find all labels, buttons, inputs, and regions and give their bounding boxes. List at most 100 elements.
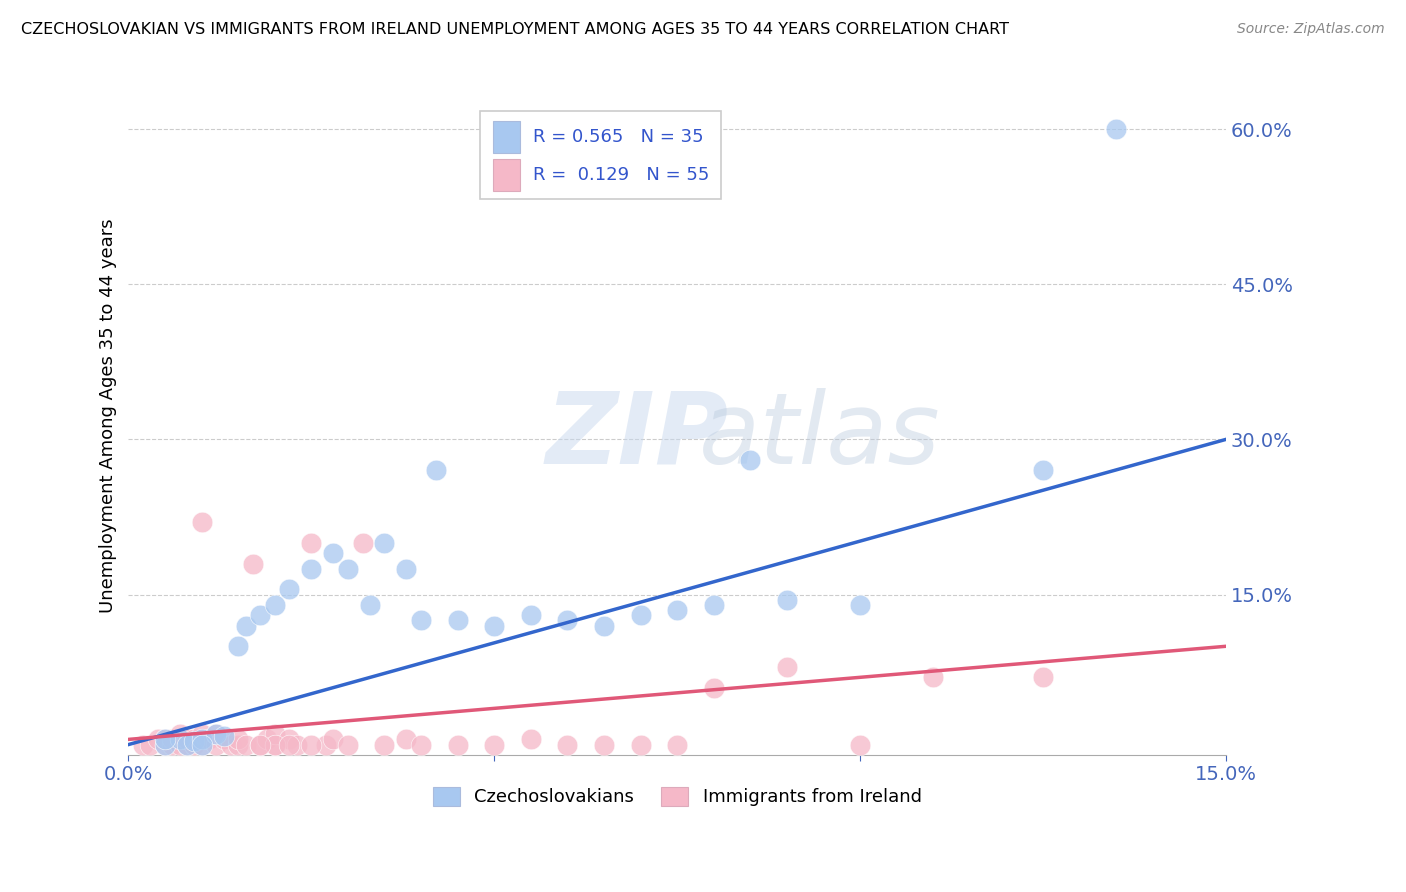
Point	[169, 727, 191, 741]
Point	[256, 732, 278, 747]
Point	[249, 738, 271, 752]
Point	[1105, 122, 1128, 136]
Point	[205, 738, 228, 752]
Point	[169, 738, 191, 752]
Point	[776, 660, 799, 674]
Point	[666, 738, 689, 752]
Point	[630, 738, 652, 752]
Point	[263, 738, 285, 752]
Point	[278, 738, 301, 752]
Point	[190, 515, 212, 529]
Point	[205, 727, 228, 741]
Point	[153, 732, 176, 747]
Point	[153, 738, 176, 752]
Point	[395, 732, 418, 747]
Point	[183, 732, 205, 747]
Legend: Czechoslovakians, Immigrants from Ireland: Czechoslovakians, Immigrants from Irelan…	[426, 780, 929, 814]
Point	[776, 592, 799, 607]
Point	[190, 738, 212, 752]
Point	[520, 732, 543, 747]
Point	[176, 732, 198, 747]
Point	[226, 640, 249, 654]
Point	[249, 608, 271, 623]
Point	[849, 598, 872, 612]
Point	[169, 732, 191, 747]
Point	[299, 536, 322, 550]
Point	[235, 618, 257, 632]
Point	[666, 603, 689, 617]
Point	[409, 738, 432, 752]
Point	[446, 614, 468, 628]
Point	[557, 614, 579, 628]
Point	[263, 598, 285, 612]
Point	[593, 738, 616, 752]
Text: Source: ZipAtlas.com: Source: ZipAtlas.com	[1237, 22, 1385, 37]
Point	[153, 732, 176, 747]
Point	[1032, 670, 1054, 684]
Point	[425, 463, 447, 477]
Point	[190, 732, 212, 747]
Point	[285, 738, 308, 752]
Text: atlas: atlas	[699, 388, 941, 485]
Point	[703, 681, 725, 695]
Point	[219, 738, 242, 752]
Point	[139, 738, 162, 752]
Point	[352, 536, 374, 550]
Point	[322, 732, 344, 747]
Point	[373, 738, 395, 752]
Point	[322, 546, 344, 560]
Point	[395, 562, 418, 576]
Point	[132, 738, 155, 752]
Bar	[492, 159, 520, 191]
Point	[235, 738, 257, 752]
Y-axis label: Unemployment Among Ages 35 to 44 years: Unemployment Among Ages 35 to 44 years	[100, 219, 117, 614]
Point	[409, 614, 432, 628]
Point	[336, 738, 359, 752]
Point	[242, 557, 264, 571]
Text: ZIP: ZIP	[546, 388, 728, 485]
Point	[176, 738, 198, 752]
Point	[278, 732, 301, 747]
Text: CZECHOSLOVAKIAN VS IMMIGRANTS FROM IRELAND UNEMPLOYMENT AMONG AGES 35 TO 44 YEAR: CZECHOSLOVAKIAN VS IMMIGRANTS FROM IRELA…	[21, 22, 1010, 37]
Point	[446, 738, 468, 752]
Point	[557, 738, 579, 752]
Point	[484, 738, 506, 752]
Point	[630, 608, 652, 623]
Point	[190, 727, 212, 741]
Point	[849, 738, 872, 752]
FancyBboxPatch shape	[479, 112, 721, 200]
Point	[278, 582, 301, 597]
Point	[373, 536, 395, 550]
Point	[183, 738, 205, 752]
Point	[520, 608, 543, 623]
Point	[162, 732, 184, 747]
Text: R = 0.565   N = 35: R = 0.565 N = 35	[533, 128, 704, 146]
Point	[484, 618, 506, 632]
Point	[153, 738, 176, 752]
Point	[198, 732, 221, 747]
Point	[315, 738, 337, 752]
Point	[212, 729, 235, 743]
Point	[226, 732, 249, 747]
Point	[740, 453, 762, 467]
Point	[205, 727, 228, 741]
Point	[183, 734, 205, 748]
Point	[146, 732, 169, 747]
Point	[703, 598, 725, 612]
Point	[162, 738, 184, 752]
Point	[359, 598, 381, 612]
Point	[593, 618, 616, 632]
Bar	[492, 120, 520, 153]
Point	[263, 727, 285, 741]
Point	[336, 562, 359, 576]
Point	[190, 738, 212, 752]
Point	[922, 670, 945, 684]
Point	[299, 738, 322, 752]
Text: R =  0.129   N = 55: R = 0.129 N = 55	[533, 166, 710, 184]
Point	[249, 738, 271, 752]
Point	[226, 738, 249, 752]
Point	[1032, 463, 1054, 477]
Point	[263, 738, 285, 752]
Point	[212, 732, 235, 747]
Point	[176, 738, 198, 752]
